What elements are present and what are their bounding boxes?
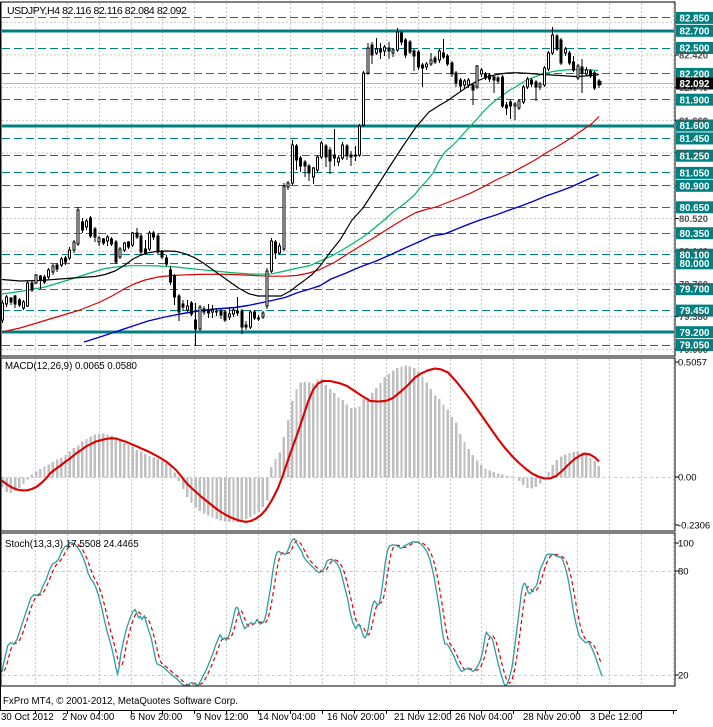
svg-text:81.050: 81.050 xyxy=(680,168,711,179)
svg-text:80.650: 80.650 xyxy=(680,203,711,214)
svg-text:USDJPY,H4 82.116 82.116 82.08: USDJPY,H4 82.116 82.116 82.084 82.092 xyxy=(7,5,187,17)
svg-text:82.500: 82.500 xyxy=(680,44,711,55)
svg-text:6 Nov 20:00: 6 Nov 20:00 xyxy=(130,712,183,723)
svg-text:20: 20 xyxy=(678,671,689,682)
svg-text:81.600: 81.600 xyxy=(680,121,711,132)
svg-text:82.200: 82.200 xyxy=(680,69,711,80)
svg-text:16 Nov 20:00: 16 Nov 20:00 xyxy=(327,712,385,723)
svg-text:3 Dec 12:00: 3 Dec 12:00 xyxy=(590,712,643,723)
svg-text:80.140: 80.140 xyxy=(679,247,708,258)
svg-text:81.450: 81.450 xyxy=(680,134,711,145)
svg-text:79.050: 79.050 xyxy=(680,341,711,352)
svg-text:79.760: 79.760 xyxy=(679,279,708,290)
svg-text:81.280: 81.280 xyxy=(679,149,708,160)
svg-text:82.092: 82.092 xyxy=(680,79,711,90)
svg-text:80.520: 80.520 xyxy=(679,214,708,225)
svg-text:82.420: 82.420 xyxy=(679,50,708,61)
svg-text:0.5057: 0.5057 xyxy=(678,358,707,369)
svg-text:81.250: 81.250 xyxy=(680,151,711,162)
svg-text:30 Oct 2012: 30 Oct 2012 xyxy=(1,712,54,723)
svg-text:21 Nov 12:00: 21 Nov 12:00 xyxy=(394,712,452,723)
svg-text:79.000: 79.000 xyxy=(679,345,708,356)
svg-text:Stoch(13,3,3) 17.5508 24.4465: Stoch(13,3,3) 17.5508 24.4465 xyxy=(5,539,139,550)
svg-text:100: 100 xyxy=(678,539,694,550)
svg-text:79.450: 79.450 xyxy=(680,306,711,317)
svg-text:80: 80 xyxy=(678,567,689,578)
svg-text:0.00: 0.00 xyxy=(678,473,697,484)
svg-text:79.380: 79.380 xyxy=(679,312,708,323)
svg-text:26 Nov 04:00: 26 Nov 04:00 xyxy=(455,712,513,723)
svg-text:80.100: 80.100 xyxy=(680,250,711,261)
svg-text:80.000: 80.000 xyxy=(680,259,711,270)
svg-text:80.900: 80.900 xyxy=(680,181,711,192)
svg-text:14 Nov 04:00: 14 Nov 04:00 xyxy=(258,712,316,723)
svg-text:79.700: 79.700 xyxy=(680,285,711,296)
svg-text:82.040: 82.040 xyxy=(679,83,708,94)
svg-text:79.200: 79.200 xyxy=(680,328,711,339)
svg-text:-0.2306: -0.2306 xyxy=(678,521,710,532)
svg-text:82.700: 82.700 xyxy=(680,26,711,37)
svg-text:80.350: 80.350 xyxy=(680,229,711,240)
svg-text:28 Nov 20:00: 28 Nov 20:00 xyxy=(523,712,581,723)
svg-text:82.850: 82.850 xyxy=(680,14,711,25)
svg-text:MACD(12,26,9) 0.0065 0.0580: MACD(12,26,9) 0.0065 0.0580 xyxy=(5,361,138,372)
svg-text:81.660: 81.660 xyxy=(679,116,708,127)
svg-text:81.900: 81.900 xyxy=(680,95,711,106)
svg-text:9 Nov 12:00: 9 Nov 12:00 xyxy=(196,712,249,723)
svg-text:2 Nov 04:00: 2 Nov 04:00 xyxy=(62,712,115,723)
svg-text:FxPro MT4, © 2001-2012, MetaQ: FxPro MT4, © 2001-2012, MetaQuotes Softw… xyxy=(3,696,238,707)
